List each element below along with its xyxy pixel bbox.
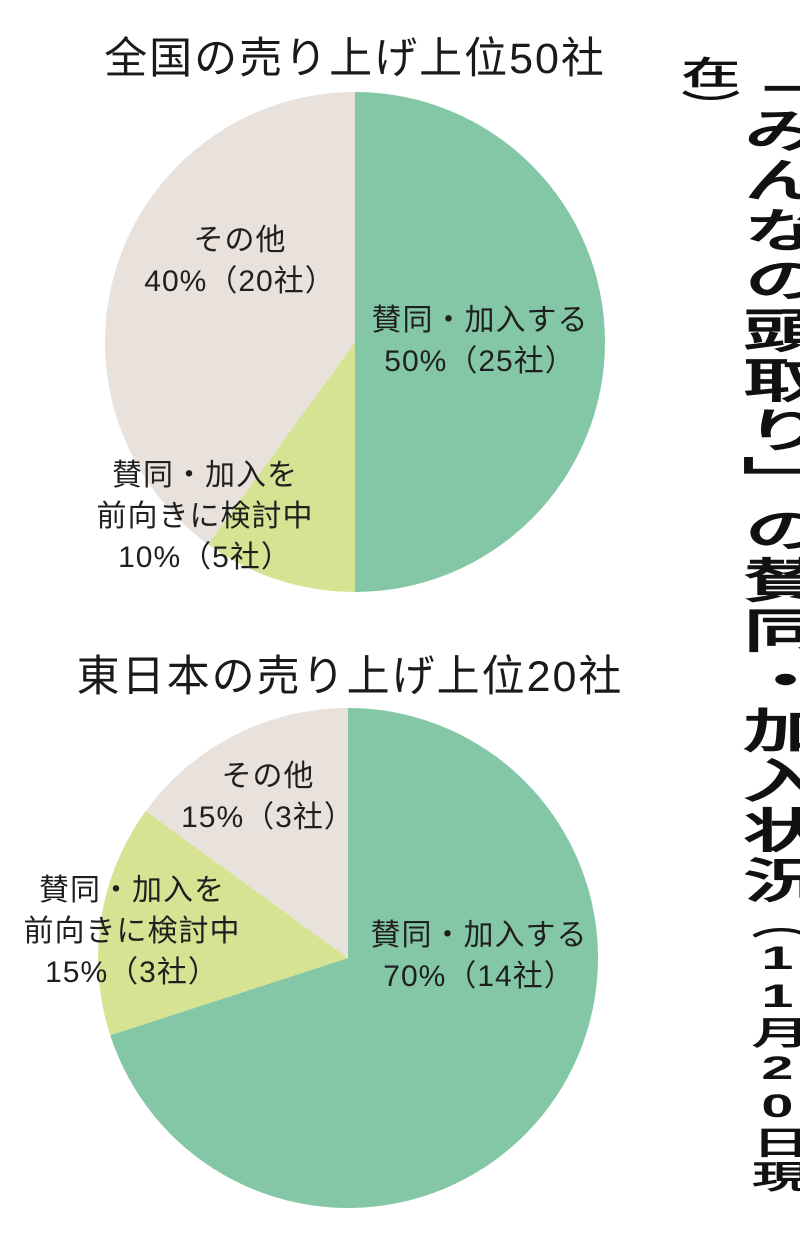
note-open-paren: （ bbox=[745, 906, 800, 940]
figure-title-vertical: 「みんなの頭取り」の賛同・加入状況（11月20日現在） bbox=[675, 56, 800, 1237]
slice-label-other-east: その他 15%（3社） bbox=[118, 756, 418, 838]
slice-label-agree-national: 賛同・加入する 50%（25社） bbox=[320, 300, 640, 382]
figure-title-main: 「みんなの頭取り」の賛同・加入状況 bbox=[730, 56, 800, 906]
pie-slice bbox=[355, 92, 605, 592]
note-month-kanji: 月 bbox=[745, 1016, 800, 1050]
slice-label-line: 賛同・加入を bbox=[39, 874, 225, 907]
slice-label-line: 賛同・加入する bbox=[370, 919, 588, 952]
slice-label-line: 15%（3社） bbox=[45, 956, 219, 989]
pie-slice bbox=[105, 92, 355, 545]
slice-label-line: 50%（25社） bbox=[384, 345, 576, 378]
pie-slice bbox=[98, 811, 349, 1036]
pie-slice bbox=[208, 342, 355, 592]
slice-label-agree-east: 賛同・加入する 70%（14社） bbox=[314, 915, 644, 997]
figure-title-date-note: （11月20日現在） bbox=[675, 56, 800, 1194]
slice-label-line: 40%（20社） bbox=[144, 265, 336, 298]
slice-label-line: その他 bbox=[193, 224, 287, 257]
slice-label-other-national: その他 40%（20社） bbox=[90, 220, 390, 302]
slice-label-line: その他 bbox=[221, 760, 315, 793]
slice-label-line: 10%（5社） bbox=[118, 541, 292, 574]
pie-slice bbox=[110, 708, 598, 1208]
pie-chart-east-japan bbox=[98, 708, 598, 1208]
slice-label-line: 前向きに検討中 bbox=[96, 500, 314, 533]
note-tail: 日現在） bbox=[674, 56, 800, 1194]
chart-title-national: 全国の売り上げ上位50社 bbox=[104, 35, 606, 83]
pie-slice bbox=[145, 708, 348, 958]
slice-label-line: 15%（3社） bbox=[181, 801, 355, 834]
slice-label-line: 前向きに検討中 bbox=[23, 915, 241, 948]
note-month-number: 11 bbox=[745, 940, 800, 1016]
note-day-number: 20 bbox=[745, 1050, 800, 1126]
chart-title-east-japan: 東日本の売り上げ上位20社 bbox=[76, 653, 624, 701]
slice-label-considering-east: 賛同・加入を 前向きに検討中 15%（3社） bbox=[0, 870, 292, 993]
slice-label-considering-national: 賛同・加入を 前向きに検討中 10%（5社） bbox=[40, 455, 370, 578]
pie-chart-national bbox=[105, 92, 605, 592]
slice-label-line: 賛同・加入を bbox=[112, 459, 298, 492]
slice-label-line: 70%（14社） bbox=[383, 960, 575, 993]
slice-label-line: 賛同・加入する bbox=[371, 304, 589, 337]
